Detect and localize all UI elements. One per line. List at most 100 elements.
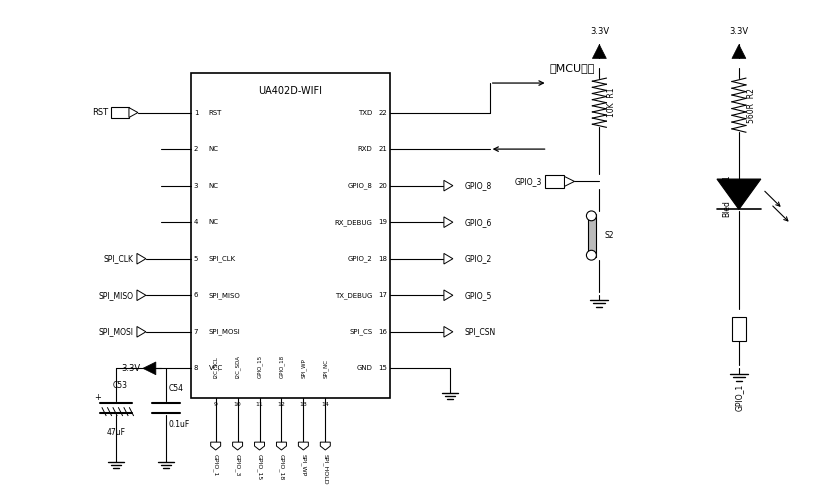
Text: 15: 15 [378, 365, 387, 371]
Text: 20: 20 [378, 182, 387, 189]
Text: 560R  R2: 560R R2 [746, 88, 755, 123]
Text: GPIO_18: GPIO_18 [278, 355, 284, 378]
Text: RST: RST [92, 108, 108, 117]
Polygon shape [142, 362, 156, 375]
Polygon shape [276, 442, 286, 450]
Text: GPIO_2: GPIO_2 [347, 255, 372, 262]
Text: RXD: RXD [357, 146, 372, 152]
Text: RST: RST [209, 109, 222, 115]
Text: 14: 14 [321, 402, 329, 407]
Polygon shape [564, 176, 574, 186]
Text: NC: NC [209, 146, 219, 152]
Polygon shape [320, 442, 330, 450]
Polygon shape [443, 326, 452, 337]
Circle shape [585, 250, 595, 260]
Text: 4: 4 [194, 219, 198, 225]
Polygon shape [731, 45, 745, 59]
Text: GPIO_1: GPIO_1 [734, 384, 743, 412]
Polygon shape [233, 442, 243, 450]
Text: I2C_SDA: I2C_SDA [234, 355, 240, 378]
Text: D1: D1 [721, 174, 730, 185]
Text: 13: 13 [299, 402, 307, 407]
Text: GPIO_18: GPIO_18 [278, 454, 284, 480]
Text: GPIO_8: GPIO_8 [465, 181, 492, 190]
Text: 18: 18 [378, 256, 387, 262]
Text: 3: 3 [194, 182, 198, 189]
Text: SPI_MOSI: SPI_MOSI [209, 328, 240, 335]
Polygon shape [716, 179, 760, 210]
Text: 11: 11 [255, 402, 263, 407]
Text: 10: 10 [233, 402, 241, 407]
Text: UA402D-WIFI: UA402D-WIFI [258, 86, 322, 96]
Text: 7: 7 [194, 329, 198, 335]
Text: GPIO_3: GPIO_3 [234, 454, 240, 476]
Polygon shape [592, 45, 605, 59]
Text: 6: 6 [194, 292, 198, 298]
Text: GPIO_8: GPIO_8 [347, 182, 372, 189]
Text: 16: 16 [378, 329, 387, 335]
Text: TX_DEBUG: TX_DEBUG [335, 292, 372, 299]
Text: GPIO_15: GPIO_15 [257, 454, 262, 480]
Text: SPI_WP: SPI_WP [301, 454, 306, 476]
Text: 3.3V: 3.3V [729, 27, 748, 36]
Polygon shape [129, 107, 137, 117]
Text: 9: 9 [214, 402, 218, 407]
Polygon shape [137, 326, 146, 337]
Text: 0.1uF: 0.1uF [169, 420, 190, 429]
Text: GPIO_5: GPIO_5 [465, 291, 492, 300]
Text: SPI_CLK: SPI_CLK [209, 255, 235, 262]
Bar [190, 73, 390, 398]
Text: 接MCU串口: 接MCU串口 [549, 63, 595, 73]
Polygon shape [443, 253, 452, 264]
Text: NC: NC [209, 219, 219, 225]
Polygon shape [137, 253, 146, 264]
Polygon shape [210, 442, 220, 450]
Text: GPIO_1: GPIO_1 [213, 454, 219, 476]
Text: C53: C53 [113, 381, 128, 389]
Text: 21: 21 [378, 146, 387, 152]
Bar [731, 317, 745, 341]
Text: SPI_CS: SPI_CS [349, 328, 372, 335]
Text: SPI_CLK: SPI_CLK [104, 254, 134, 263]
Polygon shape [443, 290, 452, 301]
Bar [111, 106, 129, 118]
Text: Bled: Bled [721, 201, 730, 217]
Bar [544, 175, 564, 188]
Text: 12: 12 [277, 402, 285, 407]
Text: SPI_WP: SPI_WP [301, 358, 306, 378]
Text: GPIO_6: GPIO_6 [465, 218, 492, 227]
Polygon shape [298, 442, 308, 450]
Text: 17: 17 [378, 292, 387, 298]
Polygon shape [443, 180, 452, 191]
Text: 2: 2 [194, 146, 198, 152]
Text: C54: C54 [169, 384, 184, 392]
Text: 19: 19 [378, 219, 387, 225]
Text: SPI_MISO: SPI_MISO [209, 292, 240, 299]
Text: SPI_HOLD: SPI_HOLD [322, 454, 328, 485]
Text: SPI_MOSI: SPI_MOSI [99, 327, 134, 336]
Text: SPI_NC: SPI_NC [322, 359, 328, 378]
Text: GPIO_15: GPIO_15 [257, 355, 262, 378]
Polygon shape [254, 442, 264, 450]
Circle shape [585, 211, 595, 221]
Text: 10K  R1: 10K R1 [607, 88, 615, 117]
Text: RX_DEBUG: RX_DEBUG [334, 219, 372, 226]
Text: 5: 5 [194, 256, 198, 262]
Text: GND: GND [356, 365, 372, 371]
Text: 3.3V: 3.3V [121, 364, 140, 373]
Polygon shape [443, 217, 452, 227]
Text: TXD: TXD [358, 109, 372, 115]
Polygon shape [137, 290, 146, 301]
Text: 47uF: 47uF [106, 428, 125, 437]
Text: GPIO_2: GPIO_2 [465, 254, 492, 263]
Text: +: + [94, 393, 101, 402]
Text: GPIO_3: GPIO_3 [513, 177, 541, 186]
Text: SPI_MISO: SPI_MISO [99, 291, 134, 300]
Text: S2: S2 [604, 231, 613, 240]
Text: SPI_CSN: SPI_CSN [465, 327, 495, 336]
Text: I2C_SCL: I2C_SCL [213, 356, 219, 378]
Text: NC: NC [209, 182, 219, 189]
Text: 3.3V: 3.3V [589, 27, 609, 36]
Text: 22: 22 [378, 109, 387, 115]
Text: VCC: VCC [209, 365, 223, 371]
